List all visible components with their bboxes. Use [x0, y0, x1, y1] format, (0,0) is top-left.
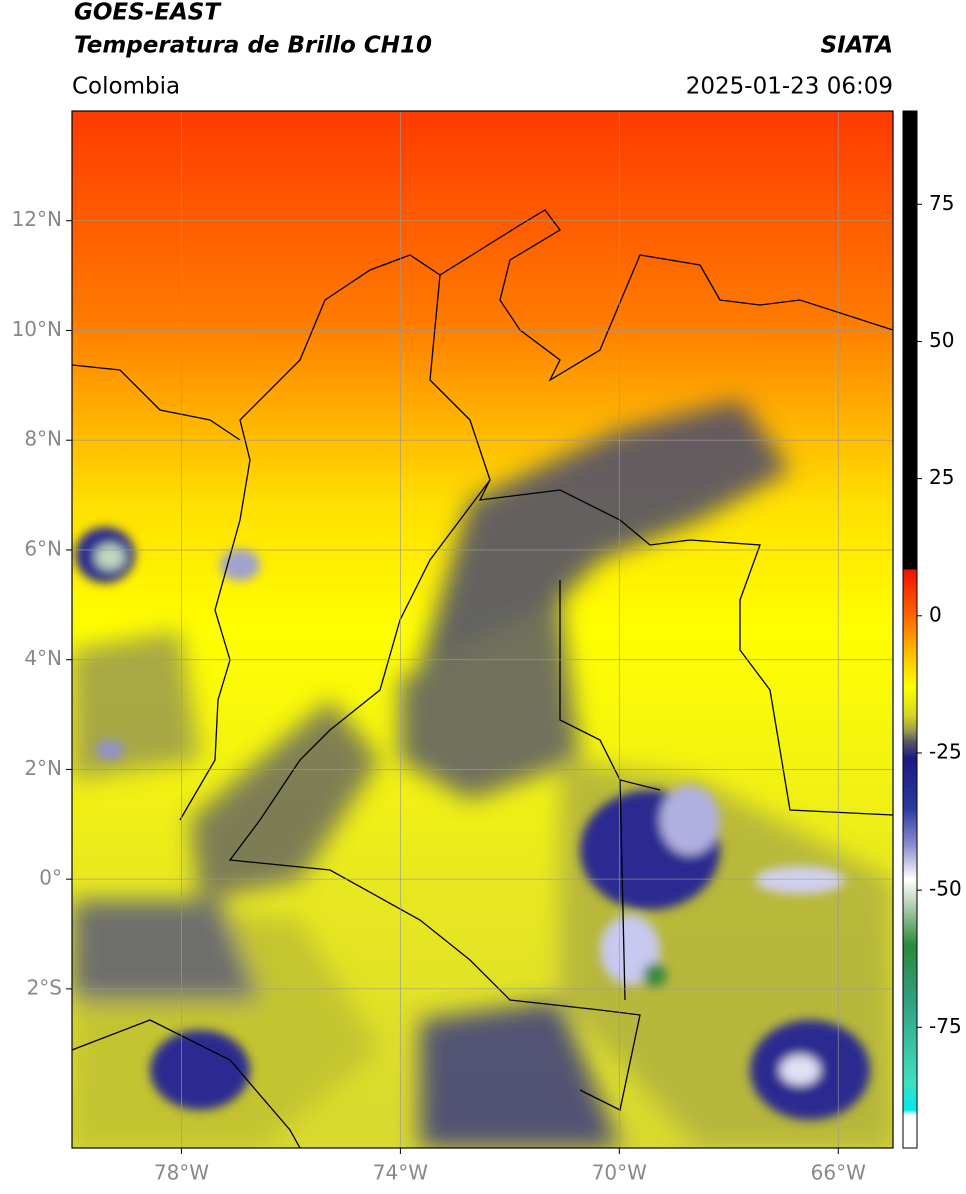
- y-tick-label: 2°N: [24, 756, 62, 780]
- y-tick-label: 2°S: [27, 975, 62, 999]
- source: SIATA: [821, 33, 893, 59]
- colorbar: [903, 111, 917, 1148]
- y-tick-label: 8°N: [24, 427, 62, 451]
- y-tick-label: 0°: [39, 866, 62, 890]
- title: GOES-EAST: [74, 0, 222, 26]
- colorbar-tick-label: 0: [929, 602, 942, 626]
- y-tick-label: 6°N: [24, 536, 62, 560]
- map-frame: [71, 110, 894, 1149]
- colorbar-frame: [902, 110, 918, 1149]
- colorbar-tick-label: 25: [929, 465, 954, 489]
- x-tick-label: 74°W: [373, 1161, 428, 1185]
- colorbar-tick-label: -25: [929, 739, 962, 763]
- colorbar-tick-label: 75: [929, 191, 954, 215]
- datetime: 2025-01-23 06:09: [686, 74, 893, 100]
- colorbar-tick-label: -75: [929, 1014, 962, 1038]
- region: Colombia: [72, 74, 180, 100]
- x-tick-label: 66°W: [811, 1161, 866, 1185]
- y-tick-label: 12°N: [12, 207, 62, 231]
- y-tick-label: 10°N: [12, 317, 62, 341]
- y-tick-label: 4°N: [24, 646, 62, 670]
- x-tick-label: 78°W: [154, 1161, 209, 1185]
- colorbar-tick-label: -50: [929, 877, 962, 901]
- subtitle: Temperatura de Brillo CH10: [74, 33, 432, 59]
- satellite-image: [72, 111, 893, 1148]
- x-tick-label: 70°W: [592, 1161, 647, 1185]
- colorbar-tick-label: 50: [929, 328, 954, 352]
